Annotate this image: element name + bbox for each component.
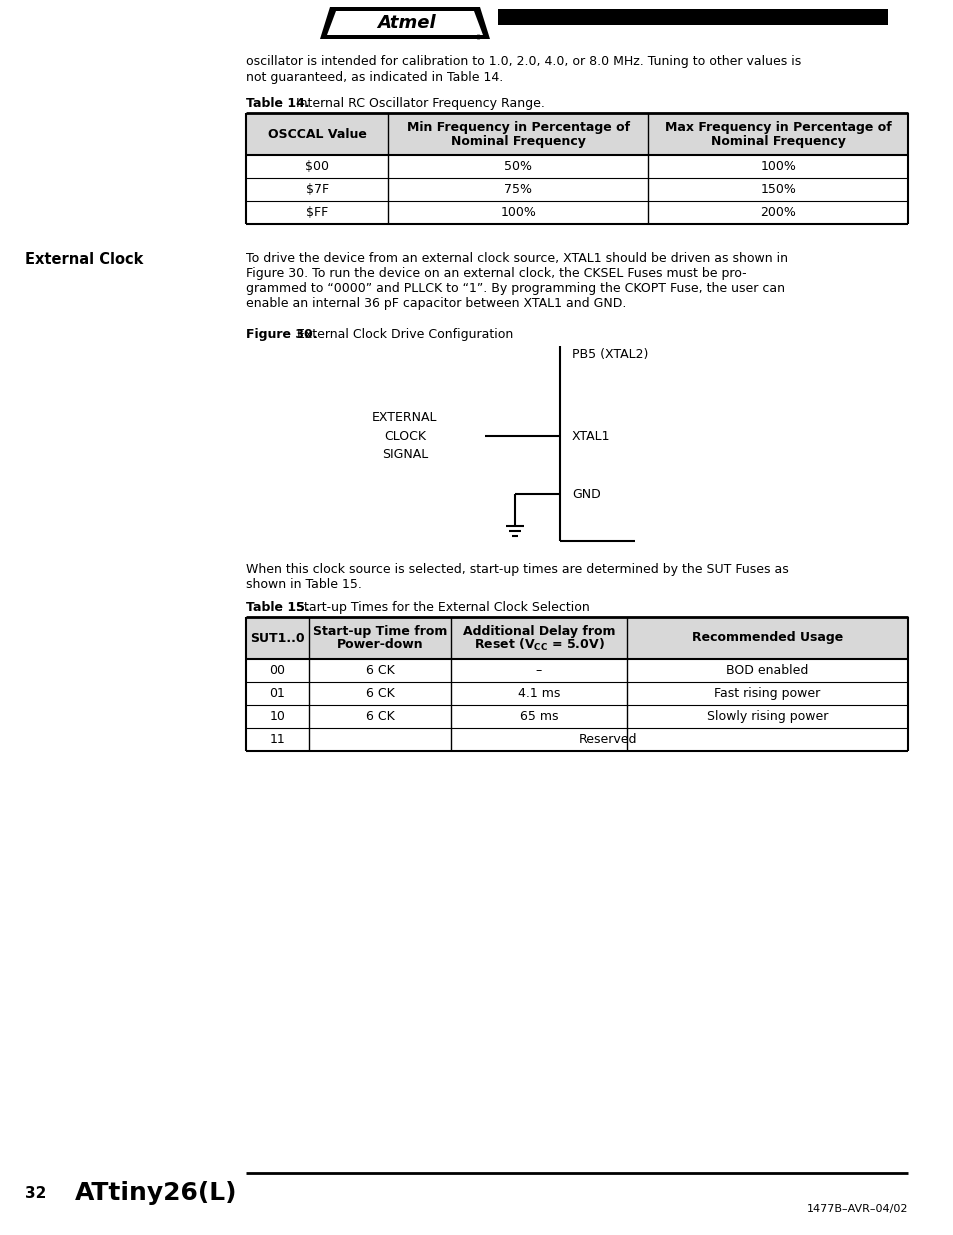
Text: Table 15.: Table 15. (246, 601, 310, 614)
Text: 00: 00 (269, 664, 285, 677)
Text: XTAL1: XTAL1 (572, 430, 610, 442)
Text: 4.1 ms: 4.1 ms (517, 687, 559, 700)
Text: shown in Table 15.: shown in Table 15. (246, 578, 361, 592)
Text: 11: 11 (270, 734, 285, 746)
Text: $00: $00 (305, 161, 329, 173)
Text: 100%: 100% (760, 161, 796, 173)
Text: Nominal Frequency: Nominal Frequency (451, 135, 585, 147)
Text: 150%: 150% (760, 183, 796, 196)
Polygon shape (327, 11, 482, 35)
Text: To drive the device from an external clock source, XTAL1 should be driven as sho: To drive the device from an external clo… (246, 252, 787, 266)
Text: External Clock: External Clock (25, 252, 143, 267)
Bar (246, 618, 907, 659)
Text: BOD enabled: BOD enabled (725, 664, 807, 677)
Text: External Clock Drive Configuration: External Clock Drive Configuration (296, 329, 513, 341)
Text: Figure 30. To run the device on an external clock, the CKSEL Fuses must be pro-: Figure 30. To run the device on an exter… (246, 267, 746, 280)
Text: Start-up Time from: Start-up Time from (313, 625, 447, 637)
Text: 32: 32 (25, 1186, 47, 1200)
Bar (246, 112, 907, 156)
Text: Min Frequency in Percentage of: Min Frequency in Percentage of (406, 121, 629, 133)
Text: SUT1..0: SUT1..0 (250, 631, 304, 645)
Text: EXTERNAL: EXTERNAL (372, 411, 437, 424)
Text: 200%: 200% (760, 206, 796, 219)
Text: enable an internal 36 pF capacitor between XTAL1 and GND.: enable an internal 36 pF capacitor betwe… (246, 296, 626, 310)
Text: When this clock source is selected, start-up times are determined by the SUT Fus: When this clock source is selected, star… (246, 563, 788, 576)
Text: not guaranteed, as indicated in Table 14.: not guaranteed, as indicated in Table 14… (246, 70, 503, 84)
Text: Figure 30.: Figure 30. (246, 329, 317, 341)
Text: 50%: 50% (504, 161, 532, 173)
Text: SIGNAL: SIGNAL (381, 448, 428, 461)
Text: Additional Delay from: Additional Delay from (462, 625, 615, 637)
Text: PB5 (XTAL2): PB5 (XTAL2) (572, 348, 648, 361)
Text: Nominal Frequency: Nominal Frequency (710, 135, 844, 147)
Text: Max Frequency in Percentage of: Max Frequency in Percentage of (664, 121, 891, 133)
Text: 01: 01 (270, 687, 285, 700)
Text: Fast rising power: Fast rising power (714, 687, 820, 700)
Text: Internal RC Oscillator Frequency Range.: Internal RC Oscillator Frequency Range. (295, 98, 544, 110)
Text: Slowly rising power: Slowly rising power (706, 710, 827, 722)
Text: CLOCK: CLOCK (384, 430, 426, 442)
Text: Reset ($\mathregular{V_{CC}}$ = 5.0V): Reset ($\mathregular{V_{CC}}$ = 5.0V) (473, 637, 603, 653)
Text: Reserved: Reserved (578, 734, 637, 746)
Text: Table 14.: Table 14. (246, 98, 310, 110)
Text: 65 ms: 65 ms (519, 710, 558, 722)
Text: 10: 10 (270, 710, 285, 722)
Text: oscillator is intended for calibration to 1.0, 2.0, 4.0, or 8.0 MHz. Tuning to o: oscillator is intended for calibration t… (246, 56, 801, 68)
Text: $7F: $7F (305, 183, 329, 196)
Text: ®: ® (475, 35, 482, 41)
Polygon shape (319, 7, 490, 40)
Text: 100%: 100% (500, 206, 536, 219)
Text: OSCCAL Value: OSCCAL Value (268, 127, 366, 141)
Text: Atmel: Atmel (376, 14, 435, 32)
Text: 1477B–AVR–04/02: 1477B–AVR–04/02 (805, 1204, 907, 1214)
Text: 6 CK: 6 CK (365, 664, 394, 677)
Text: GND: GND (572, 488, 600, 500)
Text: Recommended Usage: Recommended Usage (691, 631, 842, 645)
Text: ATtiny26(L): ATtiny26(L) (75, 1181, 237, 1205)
Bar (497, 9, 887, 25)
Text: grammed to “0000” and PLLCK to “1”. By programming the CKOPT Fuse, the user can: grammed to “0000” and PLLCK to “1”. By p… (246, 282, 784, 295)
Text: Power-down: Power-down (336, 638, 423, 652)
Text: 6 CK: 6 CK (365, 710, 394, 722)
Text: Start-up Times for the External Clock Selection: Start-up Times for the External Clock Se… (295, 601, 589, 614)
Text: –: – (536, 664, 541, 677)
Text: 6 CK: 6 CK (365, 687, 394, 700)
Text: $FF: $FF (306, 206, 328, 219)
Text: 75%: 75% (504, 183, 532, 196)
